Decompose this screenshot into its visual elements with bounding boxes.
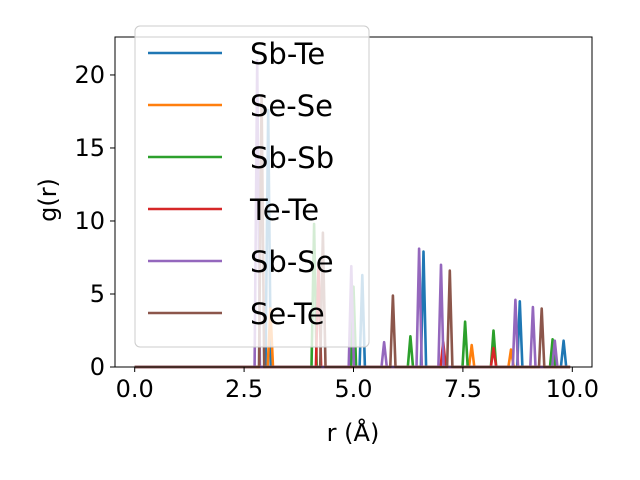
x-axis-label: r (Å) bbox=[327, 418, 380, 447]
x-tick-label: 2.5 bbox=[225, 375, 263, 403]
legend: Sb-Te Se-Se Sb-Sb Te-Te Sb-Se Se-Te bbox=[134, 25, 370, 348]
y-tick-label: 20 bbox=[74, 61, 105, 89]
legend-label: Te-Te bbox=[249, 193, 319, 227]
x-tick-label: 0.0 bbox=[116, 375, 154, 403]
y-axis-label: g(r) bbox=[34, 178, 62, 222]
legend-label: Se-Se bbox=[250, 89, 333, 123]
legend-label: Sb-Se bbox=[250, 245, 334, 279]
legend-label: Se-Te bbox=[250, 297, 325, 331]
x-tick-label: 10.0 bbox=[546, 375, 599, 403]
y-tick-label: 0 bbox=[90, 353, 105, 381]
y-tick-label: 10 bbox=[74, 207, 105, 235]
axes-layer: 0.0 2.5 5.0 7.5 10.0 0 5 10 15 20 bbox=[74, 36, 599, 403]
x-tick-label: 7.5 bbox=[444, 375, 482, 403]
x-tick-label: 5.0 bbox=[334, 375, 372, 403]
legend-label: Sb-Te bbox=[250, 37, 325, 71]
legend-label: Sb-Sb bbox=[250, 141, 334, 175]
y-tick-label: 5 bbox=[90, 280, 105, 308]
y-tick-label: 15 bbox=[74, 134, 105, 162]
